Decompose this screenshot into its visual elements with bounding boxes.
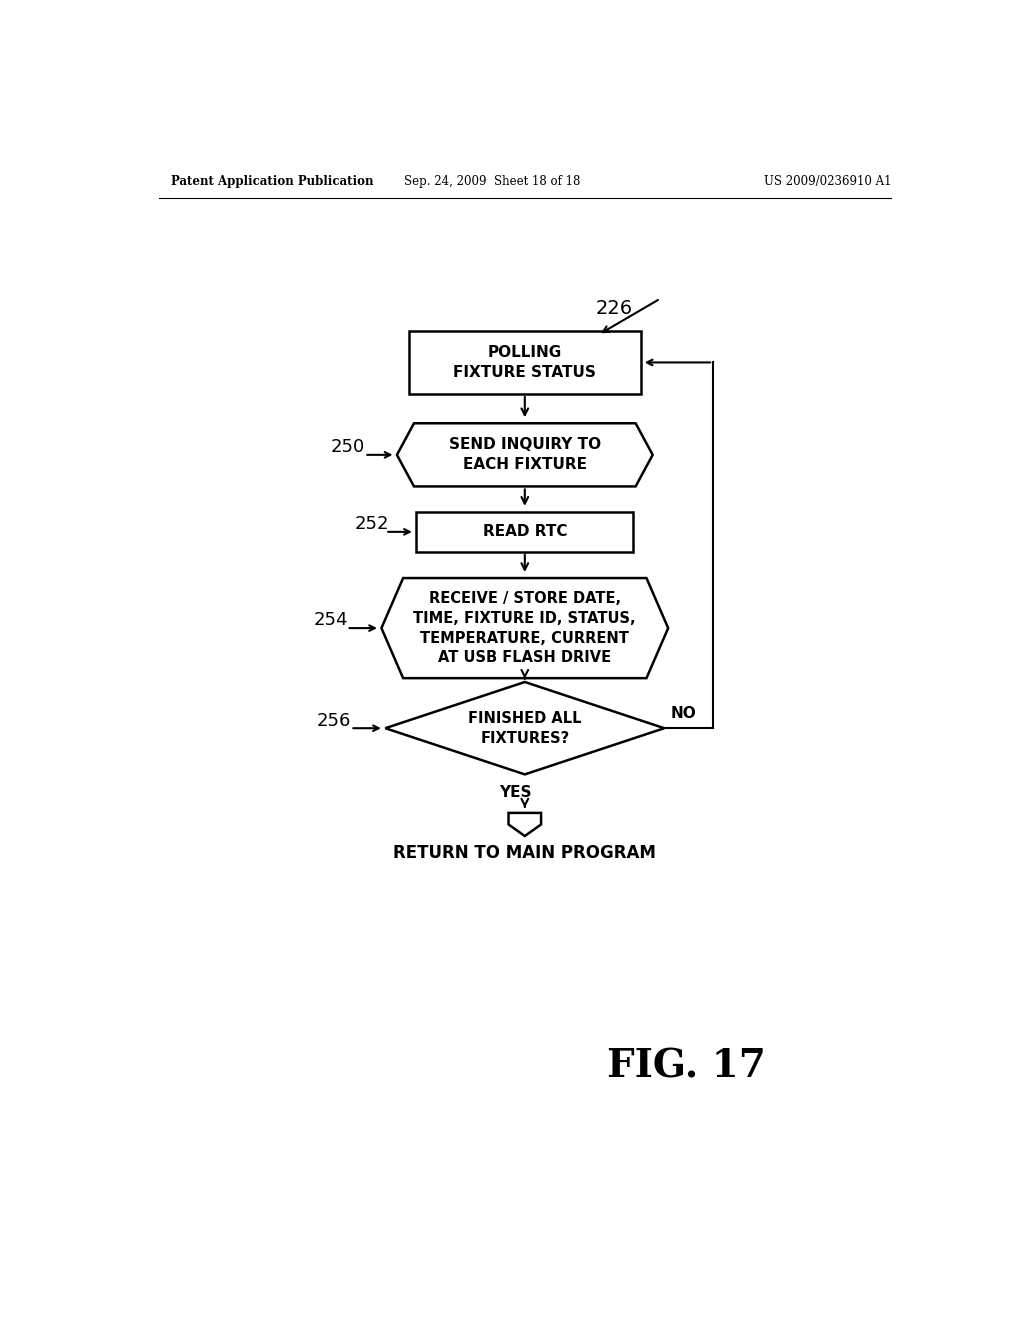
Text: Patent Application Publication: Patent Application Publication: [171, 176, 373, 187]
Text: POLLING
FIXTURE STATUS: POLLING FIXTURE STATUS: [454, 345, 596, 380]
Text: FIG. 17: FIG. 17: [606, 1048, 765, 1086]
Text: 254: 254: [313, 611, 348, 630]
FancyBboxPatch shape: [417, 512, 633, 552]
Text: US 2009/0236910 A1: US 2009/0236910 A1: [764, 176, 891, 187]
Text: RETURN TO MAIN PROGRAM: RETURN TO MAIN PROGRAM: [393, 843, 656, 862]
Polygon shape: [381, 578, 669, 678]
Text: NO: NO: [671, 705, 696, 721]
Text: FINISHED ALL
FIXTURES?: FINISHED ALL FIXTURES?: [468, 710, 582, 746]
Text: Sep. 24, 2009  Sheet 18 of 18: Sep. 24, 2009 Sheet 18 of 18: [404, 176, 581, 187]
FancyBboxPatch shape: [409, 331, 641, 395]
Text: 226: 226: [595, 300, 633, 318]
Text: 250: 250: [331, 438, 366, 457]
Text: READ RTC: READ RTC: [482, 524, 567, 540]
Polygon shape: [509, 813, 541, 836]
Text: 256: 256: [317, 711, 351, 730]
Polygon shape: [397, 424, 652, 487]
Text: 252: 252: [354, 515, 389, 533]
Polygon shape: [385, 682, 665, 775]
Text: SEND INQUIRY TO
EACH FIXTURE: SEND INQUIRY TO EACH FIXTURE: [449, 437, 601, 473]
Text: RECEIVE / STORE DATE,
TIME, FIXTURE ID, STATUS,
TEMPERATURE, CURRENT
AT USB FLAS: RECEIVE / STORE DATE, TIME, FIXTURE ID, …: [414, 591, 636, 665]
Text: YES: YES: [500, 785, 531, 800]
